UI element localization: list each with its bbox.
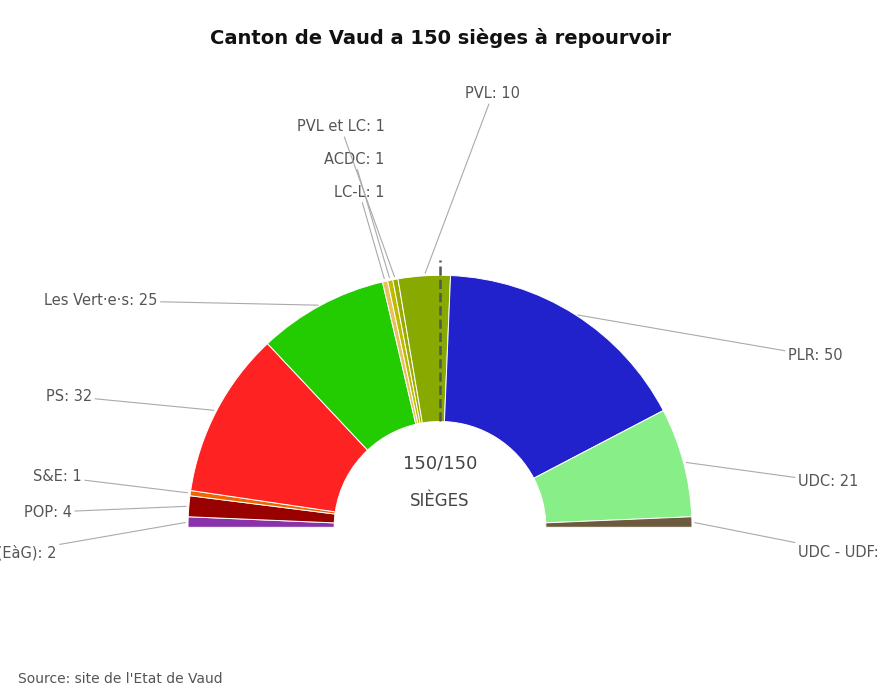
Wedge shape bbox=[188, 495, 335, 523]
Text: SIÈGES: SIÈGES bbox=[410, 492, 470, 510]
Wedge shape bbox=[398, 275, 451, 423]
Text: PVL: 10: PVL: 10 bbox=[425, 87, 520, 273]
Text: S&E: 1: S&E: 1 bbox=[33, 469, 187, 493]
Text: LC-L: 1: LC-L: 1 bbox=[334, 184, 385, 279]
Wedge shape bbox=[392, 279, 422, 423]
Text: ACDC: 1: ACDC: 1 bbox=[324, 152, 390, 278]
Wedge shape bbox=[444, 276, 664, 478]
Wedge shape bbox=[188, 517, 334, 527]
Text: 150/150: 150/150 bbox=[403, 455, 477, 473]
Wedge shape bbox=[190, 491, 335, 514]
Text: UDC - UDF: 2: UDC - UDF: 2 bbox=[694, 523, 880, 560]
Text: Canton de Vaud a 150 sièges à repourvoir: Canton de Vaud a 150 sièges à repourvoir bbox=[209, 28, 671, 48]
Text: PVL et LC: 1: PVL et LC: 1 bbox=[297, 119, 394, 277]
Wedge shape bbox=[268, 282, 416, 450]
Text: PLR: 50: PLR: 50 bbox=[578, 315, 842, 363]
Text: UDC: 21: UDC: 21 bbox=[686, 462, 858, 489]
Text: Les Vert·e·s: 25: Les Vert·e·s: 25 bbox=[44, 293, 319, 308]
Wedge shape bbox=[383, 281, 418, 424]
Text: da. (EàG): 2: da. (EàG): 2 bbox=[0, 523, 186, 560]
Wedge shape bbox=[546, 517, 692, 527]
Text: Source: site de l'Etat de Vaud: Source: site de l'Etat de Vaud bbox=[18, 672, 223, 686]
Text: PS: 32: PS: 32 bbox=[46, 389, 214, 410]
Wedge shape bbox=[191, 344, 368, 512]
Text: POP: 4: POP: 4 bbox=[24, 505, 186, 520]
Wedge shape bbox=[534, 410, 692, 523]
Wedge shape bbox=[387, 280, 420, 424]
